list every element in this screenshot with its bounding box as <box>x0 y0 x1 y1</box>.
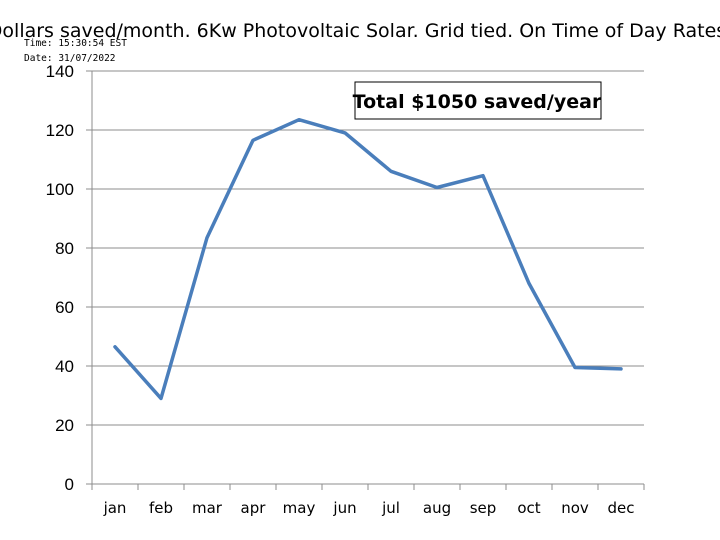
x-tick-label-jan: jan <box>103 499 127 517</box>
x-tick-label-apr: apr <box>241 499 267 517</box>
data-point-nov <box>573 366 577 369</box>
date-stamp: Date: 31/07/2022 <box>24 53 116 64</box>
y-tick-label-20: 20 <box>55 416 74 435</box>
x-tick-label-feb: feb <box>149 499 173 517</box>
data-point-jan <box>113 345 117 349</box>
axes <box>91 71 644 485</box>
total-annotation: Total $1050 saved/year <box>353 81 602 120</box>
total-annotation-box <box>354 81 602 120</box>
y-tick-label-100: 100 <box>46 180 74 199</box>
chart-title: Dollars saved/month. 6Kw Photovoltaic So… <box>0 20 720 42</box>
data-point-may <box>297 118 301 121</box>
data-point-oct <box>527 282 531 285</box>
y-axis-ticks: 0 20 40 60 80 100 120 140 <box>46 62 92 494</box>
gridlines <box>92 70 644 426</box>
data-point-dec <box>619 367 623 371</box>
total-annotation-text: Total $1050 saved/year <box>353 91 602 113</box>
series-line-0 <box>113 117 623 401</box>
x-tick-label-may: may <box>283 499 316 517</box>
y-tick-label-140: 140 <box>46 62 74 81</box>
x-tick-label-jul: jul <box>381 499 400 517</box>
x-tick-label-oct: oct <box>517 499 540 517</box>
x-tick-label-aug: aug <box>423 499 451 517</box>
x-tick-label-jun: jun <box>332 499 356 517</box>
series-layer <box>113 117 623 401</box>
y-tick-label-80: 80 <box>55 239 74 258</box>
y-tick-label-60: 60 <box>55 298 74 317</box>
x-tick-label-sep: sep <box>470 499 497 517</box>
x-axis-ticks: jan feb mar apr may jun jul aug sep oct nov dec <box>91 484 645 517</box>
time-stamp: Time: 15:30:54 EST <box>24 38 127 49</box>
y-tick-label-40: 40 <box>55 357 74 376</box>
y-tick-label-120: 120 <box>46 121 74 140</box>
y-tick-label-0: 0 <box>65 475 74 494</box>
data-point-feb <box>159 397 163 400</box>
data-point-apr <box>251 139 255 142</box>
data-point-mar <box>205 236 209 239</box>
x-tick-label-dec: dec <box>608 499 635 517</box>
data-point-aug <box>435 186 439 189</box>
x-tick-label-nov: nov <box>561 499 589 517</box>
data-point-jun <box>343 131 347 135</box>
data-point-jul <box>389 170 393 173</box>
data-point-sep <box>481 174 485 177</box>
x-tick-label-mar: mar <box>192 499 223 517</box>
